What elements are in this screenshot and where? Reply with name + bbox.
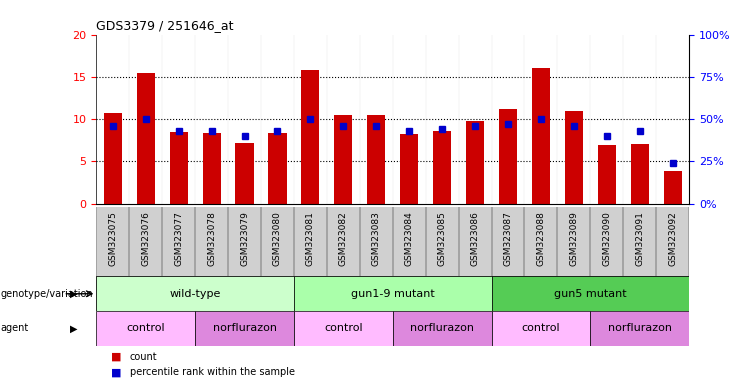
Bar bbox=[368, 115, 385, 204]
Text: GSM323081: GSM323081 bbox=[306, 211, 315, 266]
Bar bbox=[294, 276, 491, 311]
Text: GSM323090: GSM323090 bbox=[602, 211, 611, 266]
Text: GSM323075: GSM323075 bbox=[108, 211, 117, 266]
Text: agent: agent bbox=[1, 323, 29, 333]
Bar bbox=[195, 311, 294, 346]
Text: wild-type: wild-type bbox=[170, 289, 221, 299]
Text: GSM323091: GSM323091 bbox=[635, 211, 644, 266]
Text: GSM323077: GSM323077 bbox=[174, 211, 183, 266]
Text: norflurazon: norflurazon bbox=[213, 323, 276, 333]
Text: GSM323085: GSM323085 bbox=[438, 211, 447, 266]
Text: genotype/variation: genotype/variation bbox=[1, 289, 93, 299]
Text: norflurazon: norflurazon bbox=[410, 323, 474, 333]
Bar bbox=[400, 134, 418, 204]
Text: GSM323087: GSM323087 bbox=[503, 211, 513, 266]
Text: control: control bbox=[324, 323, 362, 333]
Bar bbox=[334, 115, 353, 204]
Bar bbox=[433, 131, 451, 204]
Bar bbox=[499, 109, 517, 204]
Text: GSM323086: GSM323086 bbox=[471, 211, 479, 266]
Text: gun1-9 mutant: gun1-9 mutant bbox=[350, 289, 435, 299]
Text: GSM323080: GSM323080 bbox=[273, 211, 282, 266]
Bar bbox=[565, 111, 583, 204]
Text: GSM323092: GSM323092 bbox=[668, 211, 677, 266]
Bar bbox=[532, 68, 550, 204]
Text: norflurazon: norflurazon bbox=[608, 323, 672, 333]
Bar bbox=[302, 70, 319, 204]
Text: GSM323078: GSM323078 bbox=[207, 211, 216, 266]
Text: GSM323082: GSM323082 bbox=[339, 211, 348, 266]
Bar bbox=[294, 311, 393, 346]
Bar bbox=[170, 132, 187, 204]
Bar bbox=[591, 311, 689, 346]
Text: count: count bbox=[130, 352, 157, 362]
Text: control: control bbox=[522, 323, 560, 333]
Bar bbox=[104, 113, 122, 204]
Bar bbox=[393, 311, 491, 346]
Text: gun5 mutant: gun5 mutant bbox=[554, 289, 627, 299]
Text: percentile rank within the sample: percentile rank within the sample bbox=[130, 367, 295, 377]
Bar bbox=[664, 170, 682, 204]
Text: ■: ■ bbox=[111, 352, 122, 362]
Bar bbox=[236, 143, 253, 204]
Bar bbox=[466, 121, 484, 204]
Text: control: control bbox=[127, 323, 165, 333]
Bar bbox=[491, 311, 591, 346]
Bar bbox=[96, 311, 195, 346]
Bar bbox=[202, 133, 221, 204]
Bar bbox=[631, 144, 649, 204]
Text: GSM323084: GSM323084 bbox=[405, 211, 413, 266]
Text: ▶: ▶ bbox=[70, 289, 78, 299]
Text: ▶: ▶ bbox=[70, 323, 78, 333]
Text: GSM323076: GSM323076 bbox=[142, 211, 150, 266]
Text: GDS3379 / 251646_at: GDS3379 / 251646_at bbox=[96, 19, 234, 32]
Text: GSM323079: GSM323079 bbox=[240, 211, 249, 266]
Bar bbox=[96, 276, 294, 311]
Bar bbox=[268, 132, 287, 204]
Text: GSM323089: GSM323089 bbox=[569, 211, 579, 266]
Bar bbox=[598, 145, 616, 204]
Bar bbox=[491, 276, 689, 311]
Text: GSM323088: GSM323088 bbox=[536, 211, 545, 266]
Bar bbox=[136, 73, 155, 204]
Text: ■: ■ bbox=[111, 367, 122, 377]
Text: GSM323083: GSM323083 bbox=[372, 211, 381, 266]
